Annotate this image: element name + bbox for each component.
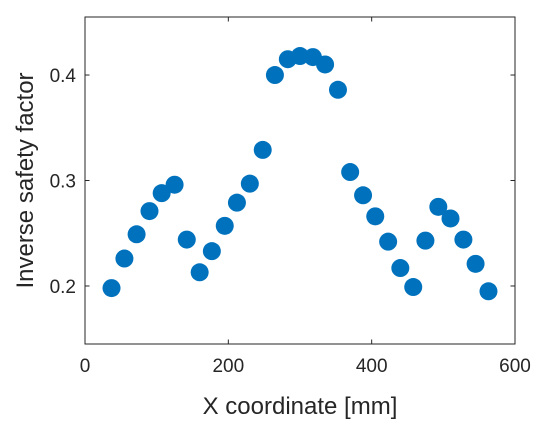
data-point [429,197,448,216]
x-tick-label: 0 [80,356,91,377]
data-point [328,80,347,99]
plot-frame [84,16,516,345]
data-point [454,230,473,249]
plot-area [85,17,515,344]
data-point [115,249,134,268]
data-point [227,193,246,212]
data-point [190,263,209,282]
data-point [127,225,146,244]
x-tick-label: 200 [212,356,244,377]
data-point [291,47,309,66]
y-axis-title: Inverse safety factor [12,72,39,288]
data-point [215,216,234,235]
data-point [441,209,460,228]
data-point [202,242,221,261]
x-axis-title: X coordinate [mm] [203,393,398,420]
y-tick-label: 0.3 [50,172,76,193]
axis-tick-labels: 0 200 400 600 0.2 0.3 0.4 [50,66,531,377]
data-point [366,207,385,226]
data-point [253,140,272,159]
x-tick-label: 600 [499,356,531,377]
x-tick-label: 400 [356,356,388,377]
data-point [354,186,373,205]
data-point [316,55,335,74]
data-point [140,202,159,221]
data-point [102,279,121,298]
data-point [479,282,498,301]
y-tick-label: 0.2 [50,277,76,298]
data-point [152,184,171,203]
axis-ticks [84,17,516,344]
data-points [102,47,498,301]
data-point [404,278,423,297]
data-point [341,163,360,182]
data-point [391,259,410,278]
data-point [240,174,259,193]
data-point [416,231,435,250]
data-point [379,232,398,251]
data-point [265,66,284,85]
data-point [466,254,485,273]
data-point [165,175,184,194]
data-point [177,230,196,249]
y-tick-label: 0.4 [50,66,77,87]
